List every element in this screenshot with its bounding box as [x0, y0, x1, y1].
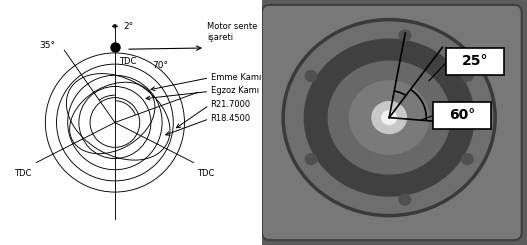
Text: Emme Kamı: Emme Kamı	[211, 73, 261, 82]
Circle shape	[305, 71, 317, 81]
Circle shape	[399, 194, 411, 205]
Text: R18.4500: R18.4500	[211, 114, 251, 123]
Circle shape	[304, 39, 474, 196]
Circle shape	[328, 61, 450, 174]
Circle shape	[461, 154, 473, 165]
Text: TDC: TDC	[14, 169, 31, 178]
FancyBboxPatch shape	[262, 5, 522, 240]
Text: 70°: 70°	[152, 61, 168, 70]
Text: R21.7000: R21.7000	[211, 100, 251, 109]
Circle shape	[283, 20, 495, 216]
Text: Motor sente
işareti: Motor sente işareti	[207, 22, 257, 42]
Circle shape	[399, 30, 411, 41]
Text: 25°: 25°	[462, 54, 489, 68]
Circle shape	[461, 71, 473, 81]
Text: 60°: 60°	[449, 108, 475, 122]
Text: TDC: TDC	[119, 57, 136, 66]
Text: TDC: TDC	[197, 169, 214, 178]
FancyBboxPatch shape	[446, 48, 504, 75]
Circle shape	[372, 102, 406, 134]
Text: Egzoz Kamı: Egzoz Kamı	[211, 86, 259, 95]
Text: 2°: 2°	[124, 22, 134, 31]
FancyBboxPatch shape	[433, 102, 491, 129]
Text: 35°: 35°	[39, 41, 55, 50]
Circle shape	[305, 154, 317, 165]
Circle shape	[349, 81, 429, 154]
Circle shape	[382, 111, 397, 124]
